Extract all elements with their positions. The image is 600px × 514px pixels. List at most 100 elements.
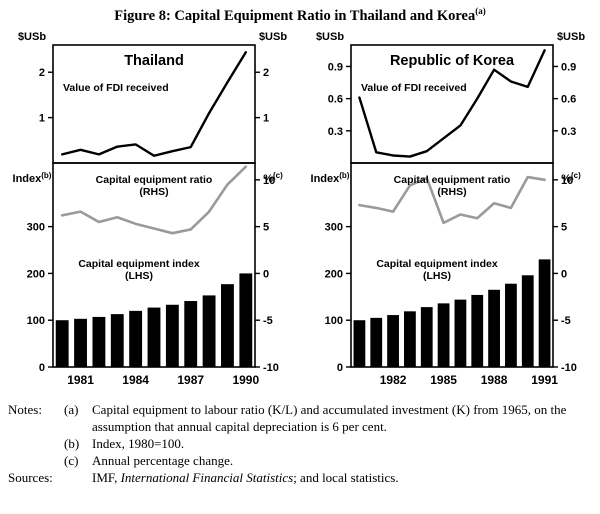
korea-index-bar-1982 (387, 314, 399, 367)
korea-fdi-line (358, 48, 546, 158)
thailand-fdi-line (60, 50, 248, 157)
korea-ratio-series-label: Capital equipment ratio (394, 174, 511, 186)
korea-bottom-right-unit-label: %(c) (561, 171, 581, 185)
charts-row: $USb $USb Index(b) %(c) 1 1 2 2 0 100 200 300 -10 -5 0… (0, 29, 600, 389)
thailand-year-label-1987: 1987 (177, 373, 204, 387)
korea-index-series-label: (LHS) (423, 270, 451, 282)
tick-label: 0.3 (328, 126, 343, 138)
thailand-ratio-series-label: Capital equipment ratio (96, 174, 213, 186)
korea-index-bar-1984 (420, 306, 433, 367)
korea-top-left-unit-label: $USb (316, 31, 344, 43)
thailand-panel-title: Thailand (124, 53, 184, 69)
figure-title: Figure 8: Capital Equipment Ratio in Tha… (0, 6, 600, 25)
korea-chart: $USb $USb Index(b) %(c) 0.3 0.3 0.6 0.6 0.9 0.9 0 1… (311, 31, 586, 387)
korea-index-bar-1988 (488, 289, 500, 367)
thailand-index-series-label: (LHS) (125, 270, 153, 282)
tick-label: -10 (561, 362, 577, 374)
tick-label: 1 (39, 112, 45, 124)
notes-grid: Notes: (a) Capital equipment to labour r… (8, 401, 592, 487)
korea-index-bar-1991 (538, 259, 551, 367)
korea-ratio-series-label: (RHS) (437, 186, 466, 198)
tick-label: 0.9 (328, 61, 343, 73)
tick-label: 0 (561, 268, 567, 280)
tick-label: 5 (263, 221, 269, 233)
korea-year-label-1985: 1985 (430, 373, 457, 387)
sources-italic: International Financial Statistics (120, 470, 294, 486)
thailand-bottom-left-unit-label: Index(b) (13, 171, 52, 185)
sources-suffix: ; and local statistics. (293, 470, 399, 486)
korea-year-label-1982: 1982 (380, 373, 407, 387)
thailand-index-bar-1987 (184, 300, 198, 367)
thailand-year-label-1981: 1981 (67, 373, 94, 387)
tick-label: 300 (325, 221, 343, 233)
note-text-b: Index, 1980=100. (92, 436, 185, 452)
korea-bottom-left-unit-label: Index(b) (311, 171, 350, 185)
thailand-index-bar-1981 (74, 318, 87, 367)
tick-label: 0.3 (561, 126, 576, 138)
figure-page: Figure 8: Capital Equipment Ratio in Tha… (0, 6, 600, 514)
korea-year-label-1991: 1991 (531, 373, 558, 387)
thailand-capital-equipment-ratio-line (60, 165, 248, 235)
tick-label: -10 (263, 362, 279, 374)
thailand-chart: $USb $USb Index(b) %(c) 1 1 2 2 0 100 200 300 -10 -5 0… (13, 31, 288, 387)
notes-label: Notes: (8, 401, 42, 417)
thailand-index-bar-1984 (129, 310, 143, 367)
tick-label: -5 (561, 315, 571, 327)
tick-label: 0 (337, 362, 343, 374)
korea-index-bar-1980 (353, 320, 366, 367)
note-marker-c: (c) (64, 453, 79, 469)
tick-label: 0.9 (561, 61, 576, 73)
thailand-index-bar-1985 (147, 307, 161, 367)
figure-title-superscript: (a) (475, 6, 486, 16)
thailand-index-bar-1988 (202, 295, 216, 367)
korea-index-series-label: Capital equipment index (376, 258, 498, 270)
thailand-index-bar-1980 (55, 320, 69, 367)
thailand-ratio-series-label: (RHS) (139, 186, 168, 198)
thailand-top-left-unit-label: $USb (18, 31, 46, 43)
note-text-c: Annual percentage change. (92, 453, 234, 469)
korea-index-bar-1981 (370, 317, 383, 367)
tick-label: 0 (263, 268, 269, 280)
note-marker-a: (a) (64, 401, 79, 417)
korea-top-right-unit-label: $USb (557, 31, 585, 43)
tick-label: -5 (263, 315, 273, 327)
sources-text: IMF, International Financial Statistics;… (92, 469, 592, 486)
tick-label: 100 (27, 315, 45, 327)
spacer (64, 469, 90, 486)
figure-title-text: Figure 8: Capital Equipment Ratio in Tha… (114, 7, 476, 24)
tick-label: 200 (325, 268, 343, 280)
thailand-fdi-series-label: Value of FDI received (63, 82, 169, 94)
note-text-a: Capital equipment to labour ratio (K/L) … (92, 401, 567, 434)
korea-index-bar-1989 (505, 283, 517, 367)
thailand-index-bar-1983 (110, 313, 124, 367)
note-marker-b: (b) (64, 436, 80, 452)
tick-label: 2 (263, 67, 269, 79)
tick-label: 300 (27, 221, 45, 233)
korea-index-panel-border (350, 162, 554, 368)
tick-label: 10 (263, 175, 275, 187)
tick-label: 0.6 (561, 93, 576, 105)
korea-panel-title: Republic of Korea (390, 53, 515, 69)
tick-label: 200 (27, 268, 45, 280)
notes-section: Notes: (a) Capital equipment to labour r… (0, 401, 600, 487)
spacer (8, 435, 62, 452)
korea-fdi-series-label: Value of FDI received (361, 82, 467, 94)
thailand-bottom-right-unit-label: %(c) (263, 171, 283, 185)
tick-label: 1 (263, 112, 269, 124)
korea-index-bar-1986 (454, 299, 467, 367)
thailand-year-label-1990: 1990 (232, 373, 259, 387)
tick-label: 5 (561, 221, 567, 233)
tick-label: 10 (561, 175, 573, 187)
thailand-index-bar-1989 (221, 284, 234, 367)
tick-label: 100 (325, 315, 343, 327)
korea-index-bar-1985 (437, 303, 450, 367)
thailand-index-bar-1986 (165, 304, 179, 367)
thailand-index-bar-1990 (239, 273, 253, 367)
thailand-index-bar-1982 (92, 316, 106, 367)
thailand-index-panel-border (52, 162, 256, 368)
korea-year-label-1988: 1988 (481, 373, 508, 387)
thailand-year-label-1984: 1984 (122, 373, 149, 387)
tick-label: 0 (39, 362, 45, 374)
thailand-index-series-label: Capital equipment index (78, 258, 200, 270)
korea-index-bar-1983 (404, 311, 416, 367)
